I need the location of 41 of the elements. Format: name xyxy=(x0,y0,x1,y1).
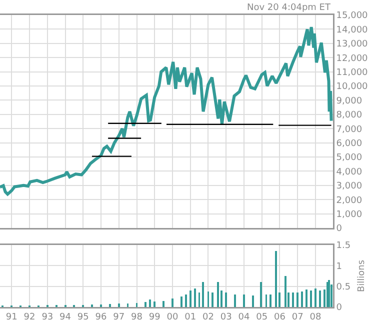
y-tick-label: 14,000 xyxy=(336,25,368,36)
x-tick-label: 00 xyxy=(166,312,178,321)
x-tick-label: 02 xyxy=(202,312,214,321)
y-tick-label: 4,000 xyxy=(336,167,362,178)
x-tick-label: 98 xyxy=(131,312,143,321)
y-tick-label: 11,000 xyxy=(336,68,368,78)
line-series xyxy=(0,26,333,196)
y-tick-label: 10,000 xyxy=(336,82,368,92)
y-tick-label: 1.5 xyxy=(336,241,351,252)
text: Nov 20 4:04pm ET xyxy=(247,3,331,13)
y-tick-label: 0.5 xyxy=(336,282,351,292)
y-tick-label: 1 xyxy=(336,262,342,272)
y-tick-label: 9,000 xyxy=(336,96,362,106)
y-axis-title: Billions xyxy=(357,260,368,292)
y-tick-label: 7,000 xyxy=(336,124,362,135)
x-tick-label: 01 xyxy=(184,312,196,321)
y-tick-label: 12,000 xyxy=(336,54,368,64)
y-tick-label: 13,000 xyxy=(336,40,368,50)
x-tick-label: 91 xyxy=(6,312,18,321)
x-tick-label: 04 xyxy=(238,312,250,321)
x-tick-label: 92 xyxy=(24,312,36,321)
x-tick-label: 96 xyxy=(95,312,107,321)
y-tick-label: 1,000 xyxy=(336,210,362,220)
x-tick-label: 95 xyxy=(77,312,89,321)
x-tick-label: 07 xyxy=(292,312,304,321)
y-tick-label: 6,000 xyxy=(336,138,362,149)
y-tick-label: 3,000 xyxy=(336,182,362,192)
x-tick-label: 06 xyxy=(274,312,286,321)
x-tick-label: 08 xyxy=(310,312,322,321)
x-tick-label: 97 xyxy=(113,312,125,321)
y-tick-label: 8,000 xyxy=(336,110,362,121)
y-tick-label: 5,000 xyxy=(336,153,362,164)
y-tick-label: 0 xyxy=(336,224,342,234)
y-tick-label: 2,000 xyxy=(336,196,362,206)
y-tick-label: 15,000 xyxy=(336,11,368,22)
x-tick-label: 93 xyxy=(42,312,54,321)
x-tick-label: 99 xyxy=(148,312,161,321)
x-tick-label: 94 xyxy=(60,312,72,321)
y-tick-label: 0 xyxy=(336,303,342,314)
x-tick-label: 03 xyxy=(220,312,232,321)
x-tick-label: 05 xyxy=(256,312,268,321)
